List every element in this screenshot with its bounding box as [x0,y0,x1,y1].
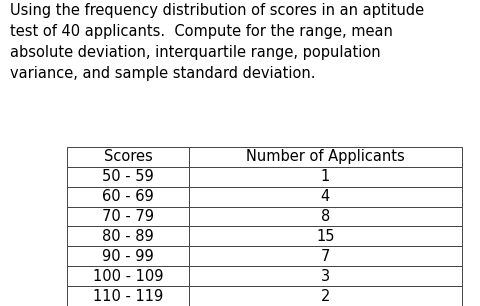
Text: Using the frequency distribution of scores in an aptitude
test of 40 applicants.: Using the frequency distribution of scor… [10,3,423,81]
